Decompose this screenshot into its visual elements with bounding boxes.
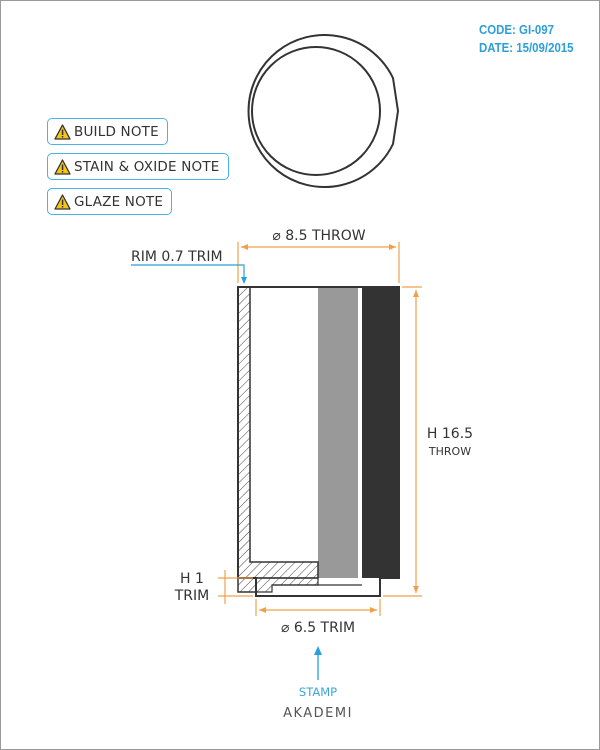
glaze-layer — [362, 287, 399, 578]
top-view — [247, 34, 400, 188]
stamp-name: AKADEMI — [283, 706, 353, 721]
top-view-inner-circle — [251, 46, 381, 176]
stain-oxide-note-label: STAIN & OXIDE NOTE — [74, 158, 220, 175]
build-note-label: BUILD NOTE — [74, 123, 159, 140]
glaze-note-button[interactable]: GLAZE NOTE — [47, 188, 173, 215]
glaze-note-label: GLAZE NOTE — [74, 193, 164, 210]
top-diameter-label: ⌀ 8.5 THROW — [272, 228, 365, 244]
foot-height-method-label: TRIM — [174, 588, 210, 604]
rim-label: RIM 0.7 TRIM — [131, 249, 223, 265]
build-note-button[interactable]: BUILD NOTE — [47, 118, 168, 145]
dimension-lines — [218, 242, 422, 616]
wall-section-hatch — [237, 286, 319, 593]
warning-icon — [54, 158, 71, 175]
height-value-label: H 16.5 — [427, 426, 473, 442]
warning-icon — [54, 193, 71, 210]
foot-diameter-label: ⌀ 6.5 TRIM — [281, 620, 355, 636]
foot-height-value-label: H 1 — [180, 571, 204, 587]
title-block: CODE: GI-097 DATE: 15/09/2015 — [479, 21, 574, 57]
stamp-arrow — [314, 646, 322, 680]
code-label: CODE: GI-097 — [479, 22, 555, 37]
height-method-label: THROW — [428, 445, 471, 458]
rim-leader — [131, 264, 247, 284]
warning-icon — [54, 123, 71, 140]
stain-layer — [318, 287, 358, 578]
stain-oxide-note-button[interactable]: STAIN & OXIDE NOTE — [47, 153, 229, 180]
date-label: DATE: 15/09/2015 — [479, 40, 574, 55]
stamp-label: STAMP — [299, 685, 337, 699]
